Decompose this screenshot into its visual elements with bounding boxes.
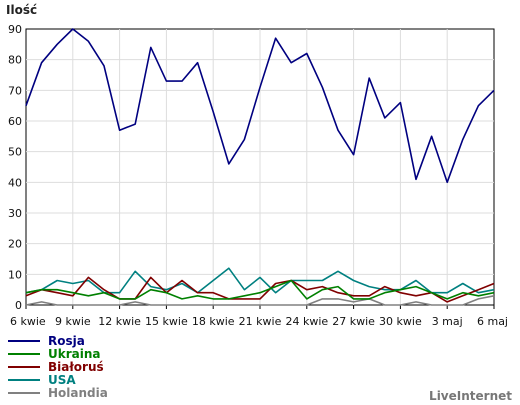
series-line-białoruś bbox=[25, 276, 495, 303]
series-lines bbox=[25, 28, 495, 306]
x-tick-label: 6 maj bbox=[477, 315, 508, 328]
brand-watermark: LiveInternet bbox=[429, 389, 512, 403]
series-line-holandia bbox=[25, 295, 495, 306]
x-tick-label: 3 maj bbox=[432, 315, 463, 328]
x-tick-label: 24 kwie bbox=[285, 315, 328, 328]
legend-label: Białoruś bbox=[48, 360, 104, 374]
x-ticks: 6 kwie 9 kwie 12 kwie 15 kwie 18 kwie 21 kwie… bbox=[10, 305, 508, 328]
y-tick-label: 20 bbox=[8, 238, 22, 251]
x-tick-label: 6 kwie bbox=[10, 315, 46, 328]
x-tick-label: 12 kwie bbox=[98, 315, 141, 328]
series-line-ukraina bbox=[25, 279, 495, 300]
x-tick-label: 21 kwie bbox=[239, 315, 282, 328]
y-ticks: 0 10 20 30 40 50 60 70 80 90 bbox=[8, 23, 22, 312]
grid bbox=[26, 29, 494, 305]
x-tick-label: 15 kwie bbox=[145, 315, 188, 328]
y-tick-label: 30 bbox=[8, 207, 22, 220]
y-tick-label: 70 bbox=[8, 84, 22, 97]
legend-label: Holandia bbox=[48, 386, 108, 400]
y-tick-label: 50 bbox=[8, 146, 22, 159]
x-tick-label: 18 kwie bbox=[192, 315, 235, 328]
x-tick-label: 27 kwie bbox=[332, 315, 375, 328]
x-tick-label: 9 kwie bbox=[55, 315, 91, 328]
series-line-rosja bbox=[25, 28, 495, 184]
y-tick-label: 60 bbox=[8, 115, 22, 128]
y-tick-label: 40 bbox=[8, 176, 22, 189]
legend-label: USA bbox=[48, 373, 76, 387]
y-tick-label: 90 bbox=[8, 23, 22, 36]
y-tick-label: 10 bbox=[8, 268, 22, 281]
legend-label: Ukraina bbox=[48, 347, 101, 361]
x-tick-label: 30 kwie bbox=[379, 315, 422, 328]
y-tick-label: 80 bbox=[8, 54, 22, 67]
y-axis-label: Ilość bbox=[6, 3, 37, 17]
legend-label: Rosja bbox=[48, 334, 85, 348]
y-tick-label: 0 bbox=[15, 299, 22, 312]
